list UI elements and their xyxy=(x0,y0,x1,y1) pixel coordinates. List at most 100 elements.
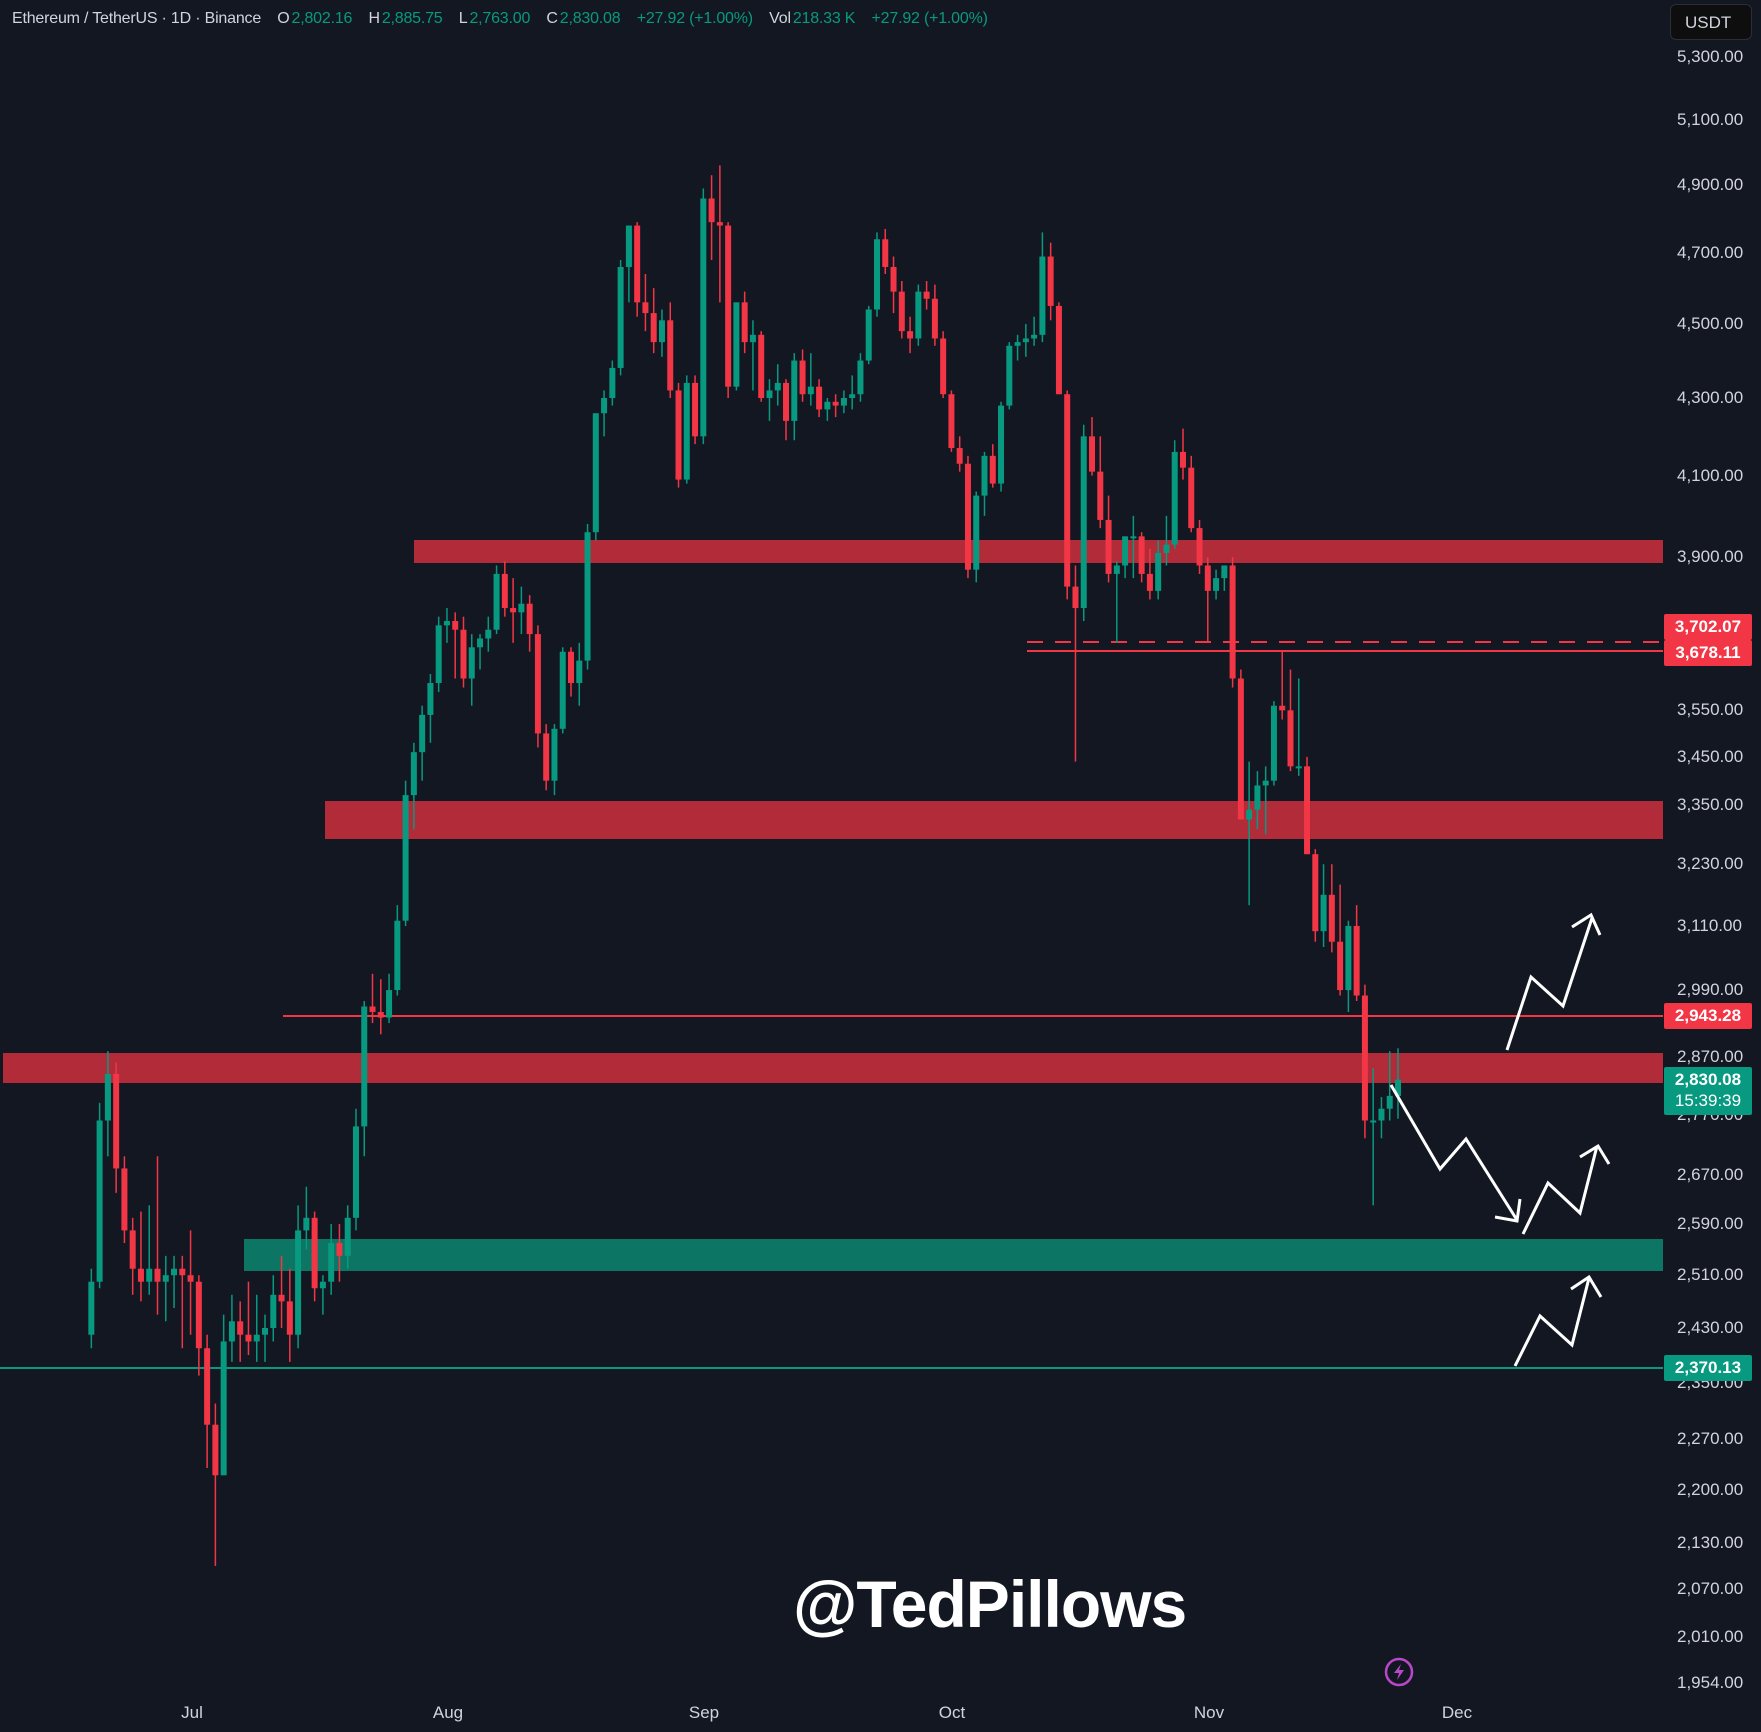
candle[interactable] xyxy=(171,1268,178,1276)
currency-selector[interactable]: USDT xyxy=(1670,4,1752,40)
candle[interactable] xyxy=(1064,394,1071,587)
candle[interactable] xyxy=(179,1268,186,1276)
candle[interactable] xyxy=(940,338,947,395)
candle[interactable] xyxy=(468,647,475,679)
candle[interactable] xyxy=(1204,565,1211,591)
candle[interactable] xyxy=(1113,565,1120,574)
candle[interactable] xyxy=(352,1126,359,1218)
candle[interactable] xyxy=(907,331,914,339)
candle[interactable] xyxy=(162,1275,169,1282)
symbol-title[interactable]: Ethereum / TetherUS · 1D · Binance xyxy=(12,10,262,27)
candle[interactable] xyxy=(584,532,591,661)
candle[interactable] xyxy=(956,448,963,464)
candle[interactable] xyxy=(1122,536,1129,566)
candle[interactable] xyxy=(998,405,1005,484)
candle[interactable] xyxy=(1097,471,1104,520)
candle[interactable] xyxy=(427,683,434,715)
candle[interactable] xyxy=(1262,780,1269,786)
candle[interactable] xyxy=(725,225,732,387)
candle[interactable] xyxy=(311,1217,318,1289)
candle[interactable] xyxy=(816,386,823,410)
candle[interactable] xyxy=(1039,256,1046,335)
candle[interactable] xyxy=(1370,1120,1377,1123)
candle[interactable] xyxy=(948,394,955,449)
symbol-legend[interactable]: Ethereum / TetherUS · 1D · Binance O 2,80… xyxy=(12,10,1000,28)
candle[interactable] xyxy=(1105,519,1112,574)
candle[interactable] xyxy=(121,1168,128,1231)
candle[interactable] xyxy=(543,733,550,781)
candle[interactable] xyxy=(1279,705,1286,711)
candle[interactable] xyxy=(402,795,409,921)
candle[interactable] xyxy=(286,1301,293,1335)
candle[interactable] xyxy=(650,313,657,343)
candle[interactable] xyxy=(1196,528,1203,566)
candle[interactable] xyxy=(1361,995,1368,1121)
candle[interactable] xyxy=(882,239,889,267)
candle[interactable] xyxy=(1014,342,1021,346)
candle[interactable] xyxy=(551,728,558,781)
candle[interactable] xyxy=(1006,345,1013,406)
candle[interactable] xyxy=(477,638,484,648)
candle[interactable] xyxy=(675,390,682,480)
candle[interactable] xyxy=(1221,565,1228,579)
candle[interactable] xyxy=(1337,941,1344,991)
candle[interactable] xyxy=(576,660,583,684)
candle[interactable] xyxy=(1320,894,1327,932)
candle[interactable] xyxy=(799,360,806,395)
candle[interactable] xyxy=(1072,586,1079,609)
candle[interactable] xyxy=(1179,451,1186,468)
candle[interactable] xyxy=(501,573,508,609)
candle[interactable] xyxy=(1287,710,1294,767)
candle[interactable] xyxy=(658,320,665,343)
candle[interactable] xyxy=(592,413,599,533)
candle[interactable] xyxy=(1254,785,1261,810)
candle[interactable] xyxy=(1395,1079,1401,1096)
candle[interactable] xyxy=(460,629,467,679)
candle[interactable] xyxy=(981,455,988,496)
candle[interactable] xyxy=(964,463,971,570)
candle[interactable] xyxy=(195,1281,202,1349)
candle[interactable] xyxy=(1171,451,1178,545)
candle[interactable] xyxy=(824,401,831,410)
candle[interactable] xyxy=(749,334,756,343)
candle[interactable] xyxy=(700,198,707,437)
candle[interactable] xyxy=(840,397,847,406)
candle[interactable] xyxy=(237,1321,244,1335)
candle[interactable] xyxy=(485,629,492,639)
candle[interactable] xyxy=(601,397,608,414)
candle[interactable] xyxy=(510,608,517,613)
candle[interactable] xyxy=(692,382,699,437)
candle[interactable] xyxy=(1138,536,1145,574)
candle[interactable] xyxy=(865,309,872,361)
candle[interactable] xyxy=(923,291,930,299)
candle[interactable] xyxy=(791,360,798,421)
candle[interactable] xyxy=(336,1243,343,1256)
candle[interactable] xyxy=(766,390,773,398)
candle[interactable] xyxy=(377,1012,384,1018)
candle[interactable] xyxy=(849,394,856,398)
candle[interactable] xyxy=(1188,467,1195,529)
candle[interactable] xyxy=(278,1294,285,1302)
candle[interactable] xyxy=(1312,854,1319,932)
candle[interactable] xyxy=(1378,1108,1385,1121)
candle[interactable] xyxy=(915,291,922,339)
candle[interactable] xyxy=(1246,809,1253,820)
candle[interactable] xyxy=(568,651,574,684)
candle[interactable] xyxy=(617,266,624,368)
candle[interactable] xyxy=(973,495,980,570)
candle[interactable] xyxy=(534,634,541,734)
candle[interactable] xyxy=(1270,705,1277,781)
candle[interactable] xyxy=(783,382,790,421)
candle[interactable] xyxy=(1386,1095,1393,1109)
candle[interactable] xyxy=(1146,573,1153,591)
candle[interactable] xyxy=(526,603,533,635)
candle[interactable] xyxy=(1047,256,1054,306)
candle[interactable] xyxy=(683,382,690,480)
candle[interactable] xyxy=(146,1268,153,1282)
candle[interactable] xyxy=(898,291,905,332)
candle[interactable] xyxy=(443,621,450,626)
candle[interactable] xyxy=(1163,544,1170,553)
candle[interactable] xyxy=(642,302,649,314)
candle[interactable] xyxy=(295,1230,302,1335)
